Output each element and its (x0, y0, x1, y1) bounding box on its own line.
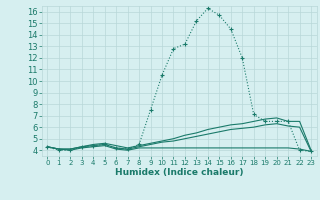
X-axis label: Humidex (Indice chaleur): Humidex (Indice chaleur) (115, 168, 244, 177)
